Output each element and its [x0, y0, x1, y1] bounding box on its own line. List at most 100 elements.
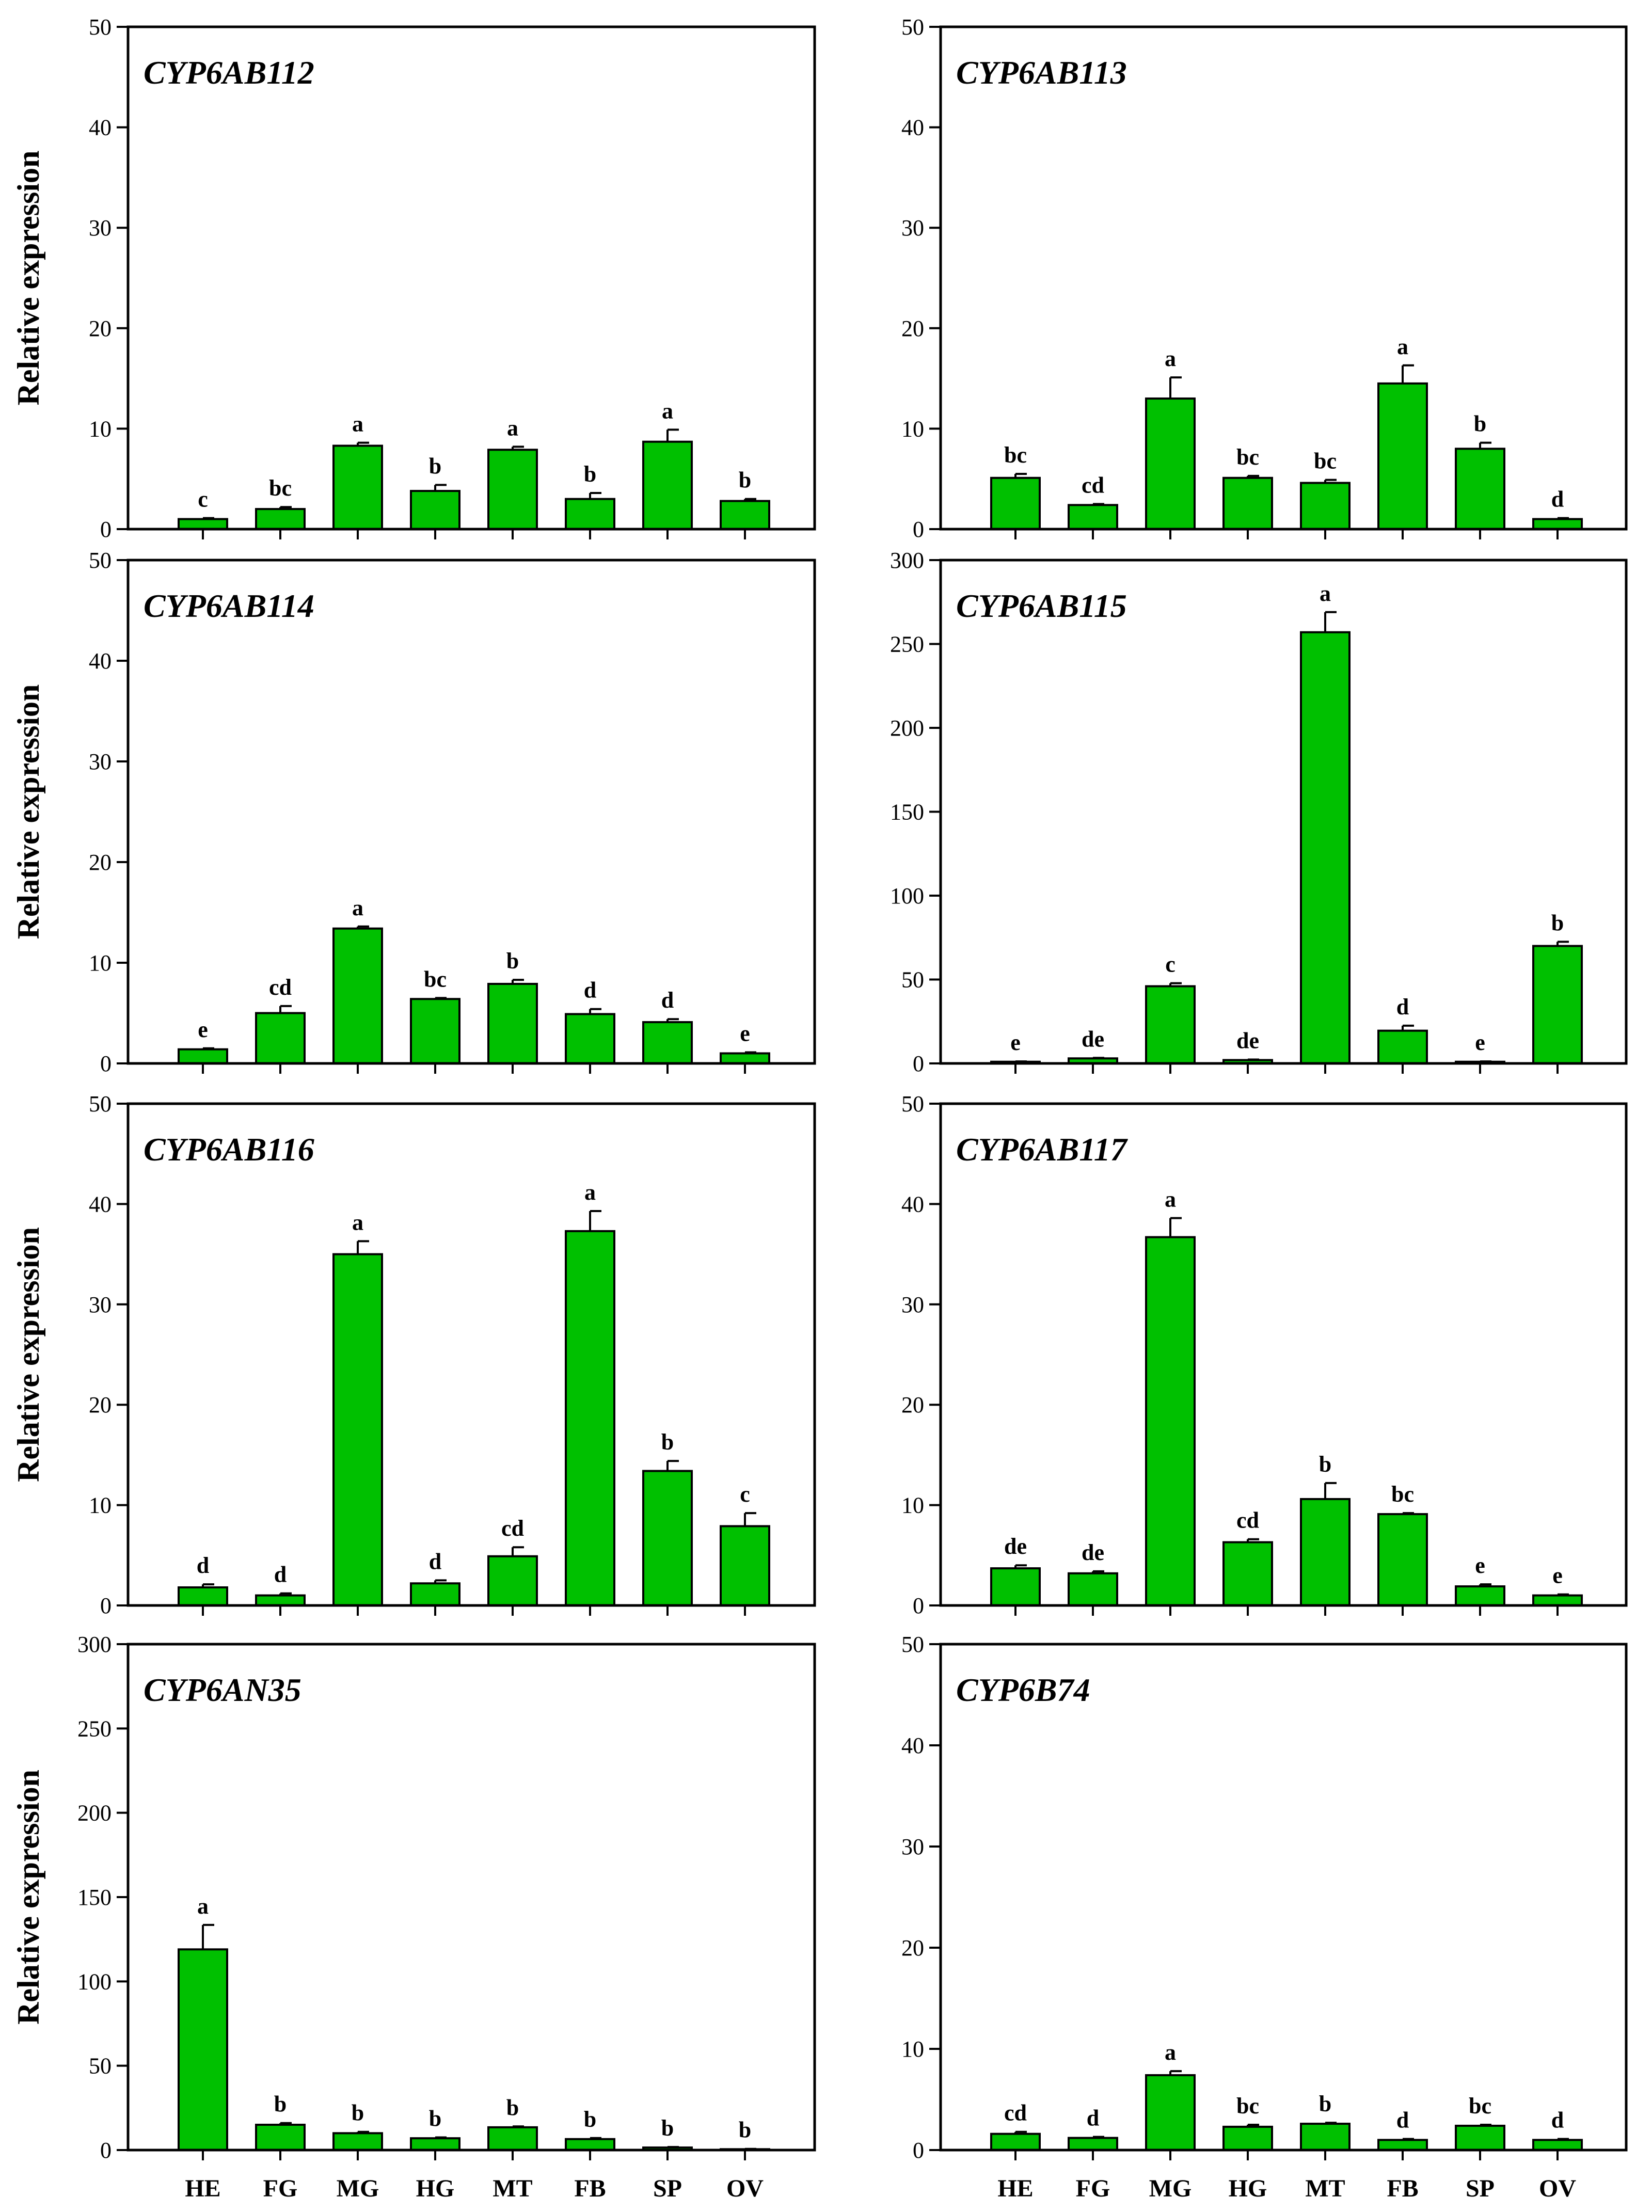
y-tick-label: 40: [89, 115, 112, 140]
chart-panel: 0 10 20 30 40 50 d d a d cd a b c CYP6AB116 Relative ex…: [11, 1091, 816, 1618]
y-tick-label: 50: [901, 967, 924, 993]
significance-letter: d: [274, 1562, 287, 1587]
y-tick-label: 100: [890, 883, 924, 909]
bar: [332, 444, 383, 530]
y-tick-label: 30: [901, 1292, 924, 1317]
y-tick-label: 50: [89, 1091, 112, 1117]
x-category-label: HE: [997, 2175, 1033, 2202]
significance-letter: b: [661, 1429, 674, 1455]
y-tick-label: 200: [77, 1801, 112, 1826]
bar: [1300, 1498, 1351, 1607]
significance-letter: d: [661, 988, 674, 1013]
y-tick-label: 20: [901, 316, 924, 341]
significance-letter: de: [1004, 1534, 1027, 1559]
significance-letter: e: [1552, 1563, 1563, 1588]
significance-letter: cd: [501, 1516, 524, 1541]
y-tick-label: 30: [89, 1292, 112, 1317]
bar: [1145, 397, 1196, 531]
bar: [1300, 482, 1351, 531]
bar: [1455, 1585, 1505, 1606]
bar: [1145, 2074, 1196, 2151]
chart-panel: 0 10 20 30 40 50 bc cd a bc bc a b d CYP6AB113: [901, 14, 1628, 542]
y-tick-label: 30: [89, 215, 112, 241]
bar: [178, 1948, 228, 2151]
bar: [990, 476, 1041, 531]
significance-letter: d: [1396, 2107, 1409, 2133]
y-tick-label: 30: [901, 1834, 924, 1859]
significance-letter: cd: [1236, 1508, 1259, 1533]
significance-letter: cd: [1004, 2100, 1027, 2126]
significance-letter: bc: [1236, 444, 1259, 470]
bar: [1377, 1513, 1428, 1606]
bar: [1377, 1029, 1428, 1064]
gene-title: CYP6AB113: [956, 54, 1127, 91]
bar: [1377, 382, 1428, 531]
y-tick-label: 0: [100, 1051, 112, 1076]
y-tick-label: 40: [89, 648, 112, 674]
plot-frame: [939, 1643, 1628, 2152]
y-tick-label: 0: [913, 517, 924, 542]
bar: [1222, 2125, 1273, 2151]
bar: [1455, 448, 1505, 530]
bar: [720, 1525, 770, 1607]
y-tick-label: 10: [89, 950, 112, 976]
y-tick-label: 250: [77, 1716, 112, 1741]
significance-letter: cd: [269, 975, 292, 1000]
significance-letter: e: [1475, 1030, 1485, 1055]
significance-letter: b: [506, 2095, 519, 2120]
bar: [487, 1555, 538, 1606]
bar: [642, 1021, 693, 1065]
gene-title: CYP6AB116: [144, 1131, 314, 1168]
chart-panel: 0 10 20 30 40 50 c bc a b a b a b CYP6AB112 Relative ex…: [11, 14, 816, 542]
plot-frame: [939, 559, 1628, 1065]
significance-letter: c: [198, 487, 208, 512]
bar: [487, 449, 538, 530]
significance-letter: bc: [1004, 442, 1027, 468]
bar: [720, 1052, 770, 1064]
significance-letter: b: [429, 453, 441, 479]
x-category-label: FB: [574, 2175, 606, 2202]
bar: [1300, 631, 1351, 1064]
y-tick-label: 200: [890, 715, 924, 741]
significance-letter: b: [1551, 910, 1564, 935]
bar: [487, 982, 538, 1064]
plot-frame: [126, 25, 816, 531]
y-tick-label: 20: [89, 850, 112, 875]
chart-panel: 0 50 100 150 200 250 300 a HE b FG b MG b HG b MT b FB b SP b…: [11, 1632, 816, 2202]
bar: [990, 2133, 1041, 2152]
bar: [410, 998, 460, 1064]
bar: [565, 1013, 615, 1064]
significance-letter: a: [1165, 2040, 1176, 2065]
y-tick-label: 10: [89, 416, 112, 441]
significance-letter: b: [274, 2092, 287, 2117]
bar: [642, 440, 693, 530]
significance-letter: d: [197, 1553, 209, 1578]
bar: [255, 2124, 306, 2151]
significance-letter: a: [1397, 334, 1408, 359]
x-category-label: HG: [416, 2175, 455, 2202]
y-axis-label: Relative expression: [11, 1227, 45, 1482]
bar: [1068, 1572, 1118, 1606]
plot-frame: [126, 1102, 816, 1607]
y-tick-label: 0: [100, 1593, 112, 1618]
bar: [487, 2126, 538, 2151]
chart-panel: 0 10 20 30 40 50 cd HE d FG a MG bc HG b MT d FB bc SP d OV CY…: [901, 1632, 1628, 2202]
significance-letter: b: [352, 2100, 364, 2126]
bar: [255, 508, 306, 531]
significance-letter: a: [662, 398, 673, 423]
bar: [565, 498, 615, 530]
significance-letter: a: [352, 895, 363, 920]
bar: [642, 1470, 693, 1606]
bar: [1532, 1594, 1583, 1607]
y-tick-label: 150: [890, 800, 924, 825]
y-tick-label: 0: [100, 2138, 112, 2163]
gene-title: CYP6AB115: [956, 587, 1127, 624]
x-category-label: OV: [1539, 2175, 1576, 2202]
x-category-label: OV: [726, 2175, 764, 2202]
significance-letter: e: [1010, 1030, 1021, 1055]
significance-letter: d: [1551, 2107, 1564, 2133]
bar: [1222, 476, 1273, 531]
plot-frame: [939, 25, 1628, 531]
significance-letter: b: [429, 2106, 441, 2131]
y-tick-label: 20: [901, 1392, 924, 1418]
